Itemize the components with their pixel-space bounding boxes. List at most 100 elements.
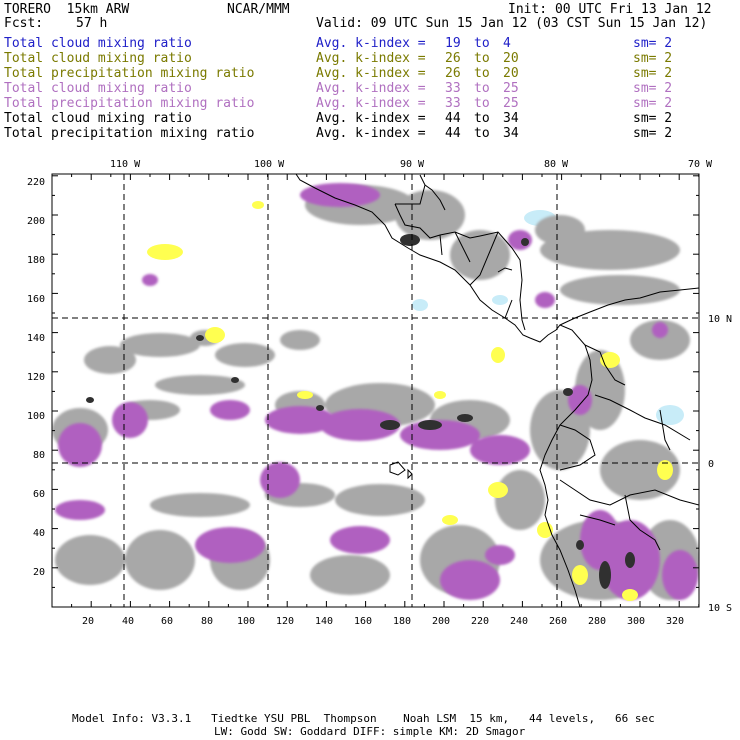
legend-smoothing: sm= 2 [633,126,673,141]
legend-kindex-end: 34 [503,111,519,126]
x-tick-label: 180 [393,616,411,627]
y-tick-label: 60 [33,489,45,500]
legend-kindex-label: Avg. k-index = [316,36,426,51]
gray-cloud-regions [52,185,699,600]
legend-kindex-start: 44 [445,126,461,141]
y-tick-labels: 20 40 60 80 100 120 140 160 180 200 220 [27,177,45,578]
legend-to: to [474,96,490,111]
legend-kindex-end: 20 [503,51,519,66]
legend-kindex-start: 19 [445,36,461,51]
legend-smoothing: sm= 2 [633,36,673,51]
legend-label: Total cloud mixing ratio [4,81,192,96]
legend-kindex-start: 33 [445,81,461,96]
y-tick-label: 140 [27,333,45,344]
yellow-regions [147,201,673,601]
x-tick-label: 240 [510,616,528,627]
model-name: TORERO 15km ARW [4,2,130,17]
forecast-hours: 57 h [76,16,108,31]
legend-kindex-start: 26 [445,51,461,66]
longitude-labels: 110 W 100 W 90 W 80 W 70 W [110,159,713,170]
lat-lon-grid [52,174,699,607]
legend-smoothing: sm= 2 [633,81,673,96]
legend-kindex-end: 25 [503,81,519,96]
country-borders [395,184,699,551]
latitude-label: 10 S [708,603,732,614]
y-tick-label: 220 [27,177,45,188]
legend-to: to [474,111,490,126]
longitude-label: 80 W [544,159,569,170]
legend-kindex-label: Avg. k-index = [316,126,426,141]
latitude-labels: 10 N 0 10 S [708,314,732,614]
longitude-label: 100 W [254,159,285,170]
latitude-label: 10 N [708,314,732,325]
legend-smoothing: sm= 2 [633,111,673,126]
legend-label: Total precipitation mixing ratio [4,96,255,111]
legend-smoothing: sm= 2 [633,96,673,111]
tick-marks [51,174,700,608]
legend-kindex-end: 34 [503,126,519,141]
x-tick-label: 100 [237,616,255,627]
model-info: Model Info: V3.3.1 Tiedtke YSU PBL Thomp… [72,712,655,725]
forecast-label: Fcst: [4,16,44,31]
legend-smoothing: sm= 2 [633,66,673,81]
legend-kindex-label: Avg. k-index = [316,51,426,66]
x-tick-label: 120 [276,616,294,627]
legend-kindex-end: 20 [503,66,519,81]
x-tick-label: 160 [354,616,372,627]
legend-to: to [474,81,490,96]
legend-to: to [474,51,490,66]
legend-label: Total cloud mixing ratio [4,51,192,66]
legend-kindex-label: Avg. k-index = [316,81,426,96]
coastlines [295,174,699,607]
legend-kindex-start: 44 [445,111,461,126]
purple-regions [55,183,698,600]
init-time: Init: 00 UTC Fri 13 Jan 12 [508,2,712,17]
legend-label: Total precipitation mixing ratio [4,126,255,141]
legend-to: to [474,66,490,81]
legend-kindex-start: 33 [445,96,461,111]
x-tick-label: 220 [471,616,489,627]
legend-to: to [474,126,490,141]
legend-label: Total cloud mixing ratio [4,111,192,126]
longitude-label: 110 W [110,159,141,170]
longitude-label: 70 W [688,159,713,170]
x-tick-labels: 20 40 60 80 100 120 140 160 180 200 220 … [82,616,684,627]
legend-to: to [474,36,490,51]
field-layer [52,174,699,607]
legend-kindex-end: 4 [503,36,511,51]
x-tick-label: 140 [315,616,333,627]
legend-kindex-label: Avg. k-index = [316,96,426,111]
y-tick-label: 160 [27,294,45,305]
x-tick-label: 40 [122,616,134,627]
y-tick-label: 100 [27,411,45,422]
x-tick-label: 200 [432,616,450,627]
y-tick-label: 200 [27,216,45,227]
y-tick-label: 80 [33,450,45,461]
x-tick-label: 320 [666,616,684,627]
latitude-label: 0 [708,459,714,470]
plot-frame [51,173,700,608]
legend-kindex-start: 26 [445,66,461,81]
dark-cloud-cores [86,234,635,589]
y-tick-label: 180 [27,255,45,266]
y-tick-label: 40 [33,528,45,539]
x-tick-label: 280 [588,616,606,627]
x-tick-label: 80 [201,616,213,627]
legend-kindex-label: Avg. k-index = [316,111,426,126]
legend-kindex-end: 25 [503,96,519,111]
x-tick-label: 260 [549,616,567,627]
valid-time: Valid: 09 UTC Sun 15 Jan 12 (03 CST Sun … [316,16,708,31]
legend-kindex-label: Avg. k-index = [316,66,426,81]
y-tick-label: 120 [27,372,45,383]
x-tick-label: 60 [161,616,173,627]
organization: NCAR/MMM [227,2,290,17]
legend-label: Total precipitation mixing ratio [4,66,255,81]
x-tick-label: 20 [82,616,94,627]
physics-info: LW: Godd SW: Goddard DIFF: simple KM: 2D… [214,725,526,738]
longitude-label: 90 W [400,159,425,170]
legend-smoothing: sm= 2 [633,51,673,66]
x-tick-label: 300 [627,616,645,627]
y-tick-label: 20 [33,567,45,578]
legend-label: Total cloud mixing ratio [4,36,192,51]
